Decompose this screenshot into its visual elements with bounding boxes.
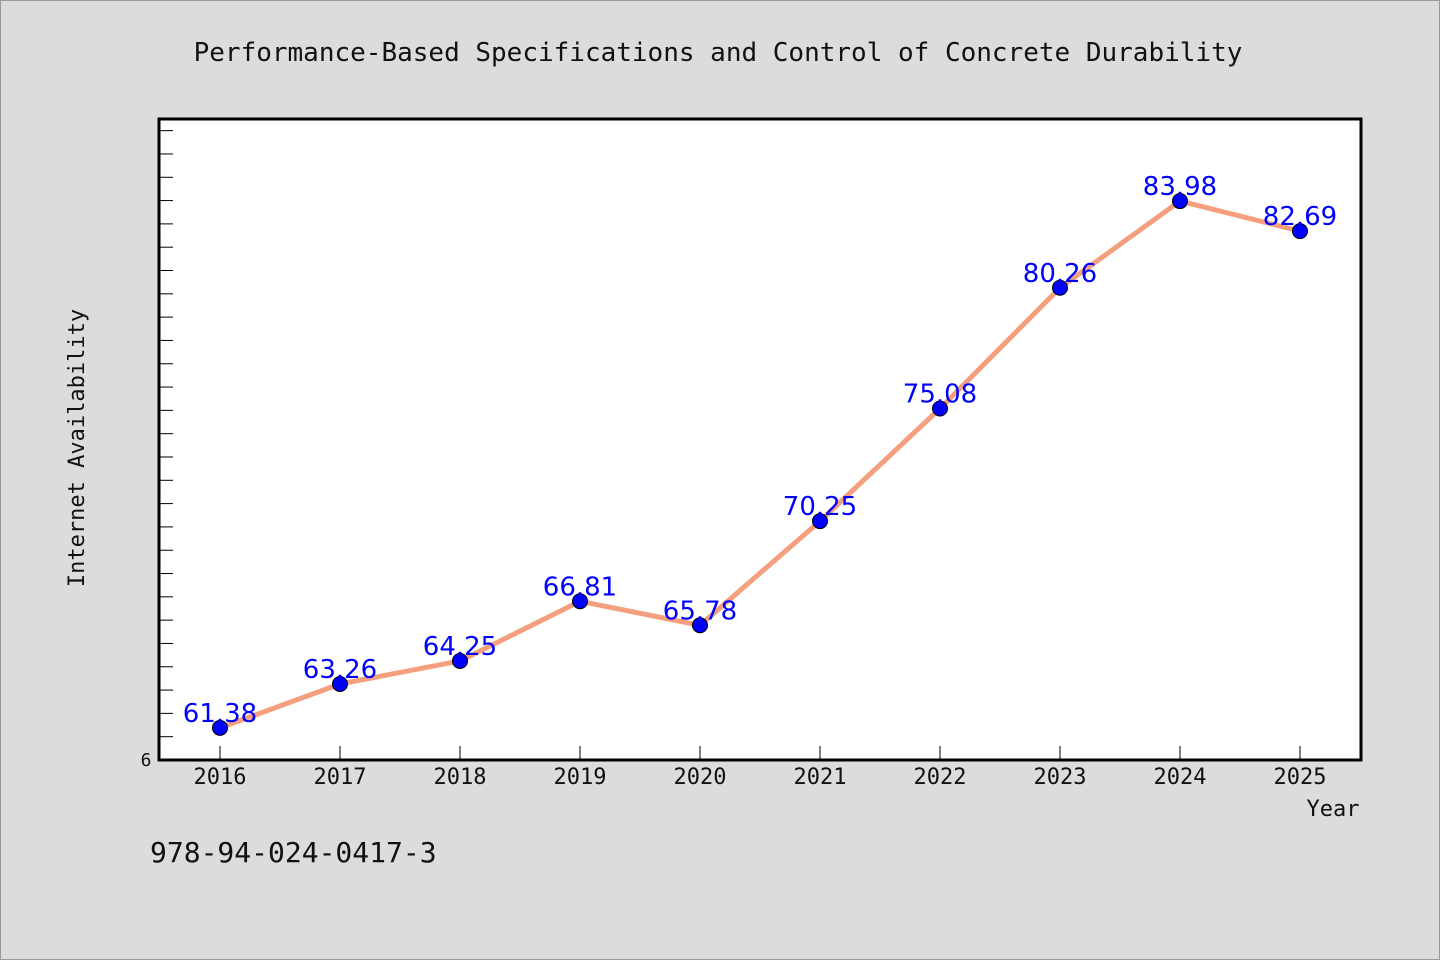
data-point-label: 66.81 <box>543 572 617 602</box>
x-axis-tick-labels: 2016 2017 2018 2019 2020 2021 2022 2023 2024 2025 <box>194 765 1327 790</box>
data-point-label: 83.98 <box>1143 172 1217 202</box>
x-tick-label: 2019 <box>554 765 607 790</box>
x-tick-label: 2016 <box>194 765 247 790</box>
data-point-label: 70.25 <box>783 492 857 522</box>
x-axis-ticks <box>219 746 1301 760</box>
data-point-label: 75.08 <box>903 379 977 409</box>
data-point-marker <box>1052 279 1068 296</box>
data-point-label: 64.25 <box>423 632 497 662</box>
data-point-marker <box>812 513 828 530</box>
y-axis-min-label: 6 <box>141 750 152 771</box>
data-point-marker <box>212 719 228 736</box>
footnote-isbn: 978-94-024-0417-3 <box>150 836 437 869</box>
x-tick-label: 2023 <box>1034 765 1087 790</box>
x-axis-label: Year <box>1307 797 1360 822</box>
data-point-label: 63.26 <box>303 655 377 685</box>
y-axis-label: Internet Availability <box>65 309 90 587</box>
series-layer <box>217 198 1303 731</box>
x-tick-label: 2017 <box>314 765 367 790</box>
plot-border <box>157 117 1363 762</box>
data-label-layer: 61.38 63.26 64.25 66.81 65.78 70.25 75.08 80.26… <box>183 172 1337 729</box>
data-point-label: 82.69 <box>1263 202 1337 232</box>
x-tick-label: 2021 <box>794 765 847 790</box>
x-tick-label: 2025 <box>1274 765 1327 790</box>
data-point-marker <box>692 617 708 634</box>
series-line <box>217 198 1303 731</box>
x-tick-label: 2022 <box>914 765 967 790</box>
data-point-marker <box>1172 193 1188 210</box>
x-tick-label: 2024 <box>1154 765 1207 790</box>
plot-area <box>159 119 1361 760</box>
data-point-label: 80.26 <box>1023 259 1097 289</box>
x-tick-label: 2018 <box>434 765 487 790</box>
marker-layer <box>212 193 1308 736</box>
data-point-label: 65.78 <box>663 596 737 626</box>
data-point-marker <box>452 652 468 669</box>
data-point-marker <box>572 593 588 610</box>
data-point-label: 61.38 <box>183 699 257 729</box>
x-tick-label: 2020 <box>674 765 727 790</box>
data-point-marker <box>332 676 348 693</box>
data-point-marker <box>1292 223 1308 240</box>
data-point-marker <box>932 400 948 417</box>
chart-title: Performance-Based Specifications and Con… <box>194 38 1243 68</box>
